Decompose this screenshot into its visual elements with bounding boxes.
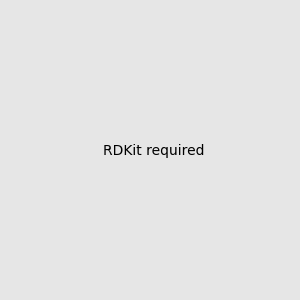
Text: RDKit required: RDKit required [103, 145, 205, 158]
